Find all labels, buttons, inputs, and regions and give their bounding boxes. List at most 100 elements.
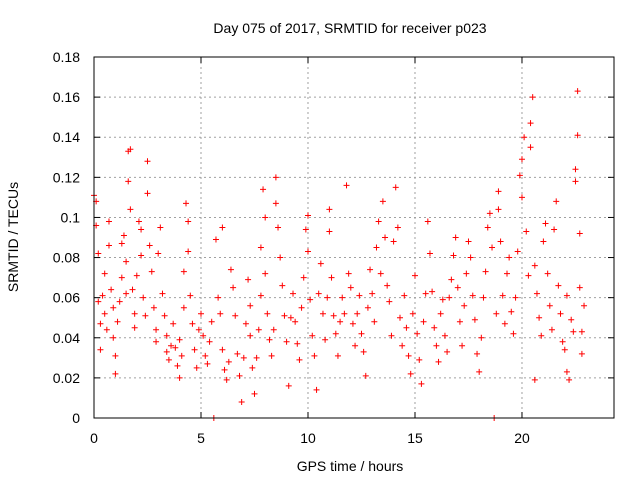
data-point bbox=[518, 156, 525, 163]
data-point bbox=[172, 344, 179, 351]
data-point bbox=[163, 348, 170, 355]
data-point bbox=[337, 318, 344, 325]
data-point bbox=[574, 132, 581, 139]
data-point bbox=[510, 330, 517, 337]
data-point bbox=[253, 354, 260, 361]
data-point bbox=[392, 184, 399, 191]
data-point bbox=[538, 332, 545, 339]
data-point bbox=[123, 258, 130, 265]
data-point bbox=[559, 338, 566, 345]
data-point bbox=[204, 360, 211, 367]
data-point bbox=[467, 254, 474, 261]
data-point bbox=[345, 270, 352, 277]
data-point bbox=[315, 290, 322, 297]
data-point bbox=[418, 380, 425, 387]
data-point bbox=[439, 296, 446, 303]
data-point bbox=[161, 312, 168, 319]
data-point bbox=[328, 274, 335, 281]
data-point bbox=[360, 348, 367, 355]
data-point bbox=[129, 286, 136, 293]
data-point bbox=[221, 366, 228, 373]
data-point bbox=[367, 266, 374, 273]
data-point bbox=[302, 226, 309, 233]
x-axis-label: GPS time / hours bbox=[297, 458, 404, 474]
data-point bbox=[219, 224, 226, 231]
data-point bbox=[341, 310, 348, 317]
y-tick-label: 0.08 bbox=[53, 250, 80, 266]
data-point bbox=[405, 352, 412, 359]
data-point bbox=[581, 302, 588, 309]
data-point bbox=[153, 338, 160, 345]
data-point bbox=[281, 312, 288, 319]
data-point bbox=[429, 288, 436, 295]
data-point bbox=[208, 318, 215, 325]
data-point bbox=[176, 336, 183, 343]
data-point bbox=[247, 302, 254, 309]
data-point bbox=[454, 284, 461, 291]
y-tick-label: 0.14 bbox=[53, 129, 80, 145]
data-point bbox=[332, 330, 339, 337]
data-point bbox=[275, 224, 282, 231]
y-tick-label: 0.18 bbox=[53, 49, 80, 65]
data-point bbox=[202, 352, 209, 359]
data-point bbox=[514, 248, 521, 255]
data-point bbox=[174, 362, 181, 369]
data-point bbox=[97, 320, 104, 327]
data-point bbox=[572, 166, 579, 173]
plot-frame bbox=[93, 56, 615, 419]
data-point bbox=[326, 228, 333, 235]
data-point bbox=[146, 242, 153, 249]
data-point bbox=[324, 294, 331, 301]
data-point bbox=[371, 318, 378, 325]
data-point bbox=[493, 310, 500, 317]
data-point bbox=[185, 218, 192, 225]
data-point bbox=[127, 206, 134, 213]
data-point bbox=[277, 254, 284, 261]
y-tick-label: 0.02 bbox=[53, 370, 80, 386]
y-tick-label: 0.06 bbox=[53, 290, 80, 306]
data-point bbox=[285, 382, 292, 389]
data-point bbox=[527, 120, 534, 127]
data-point bbox=[489, 244, 496, 251]
data-point bbox=[110, 334, 117, 341]
data-point bbox=[382, 234, 389, 241]
data-point bbox=[409, 310, 416, 317]
data-point bbox=[195, 326, 202, 333]
data-point bbox=[131, 310, 138, 317]
data-point bbox=[144, 158, 151, 165]
data-point bbox=[482, 268, 489, 275]
data-point bbox=[557, 310, 564, 317]
data-point bbox=[572, 178, 579, 185]
y-tick-labels: 0 0.02 0.04 0.06 0.08 0.1 0.12 0.14 0.16 0.18 bbox=[53, 49, 80, 426]
data-point bbox=[553, 198, 560, 205]
data-point bbox=[401, 292, 408, 299]
data-point bbox=[108, 286, 115, 293]
data-point bbox=[260, 186, 267, 193]
y-tick-label: 0.04 bbox=[53, 330, 80, 346]
data-point bbox=[416, 356, 423, 363]
data-point bbox=[474, 350, 481, 357]
data-point bbox=[441, 332, 448, 339]
data-point bbox=[574, 88, 581, 95]
data-point bbox=[127, 146, 134, 153]
data-point bbox=[542, 220, 549, 227]
data-point bbox=[215, 294, 222, 301]
data-point bbox=[518, 194, 525, 201]
data-point bbox=[499, 292, 506, 299]
data-point bbox=[504, 270, 511, 277]
data-point bbox=[352, 342, 359, 349]
data-point bbox=[105, 242, 112, 249]
data-point bbox=[112, 370, 119, 377]
data-point bbox=[255, 326, 262, 333]
data-point bbox=[294, 340, 301, 347]
data-point bbox=[373, 244, 380, 251]
data-point bbox=[422, 290, 429, 297]
data-point bbox=[495, 206, 502, 213]
data-point bbox=[262, 270, 269, 277]
data-point bbox=[150, 304, 157, 311]
data-point bbox=[322, 336, 329, 343]
data-point bbox=[390, 238, 397, 245]
data-point bbox=[349, 320, 356, 327]
data-point bbox=[268, 352, 275, 359]
